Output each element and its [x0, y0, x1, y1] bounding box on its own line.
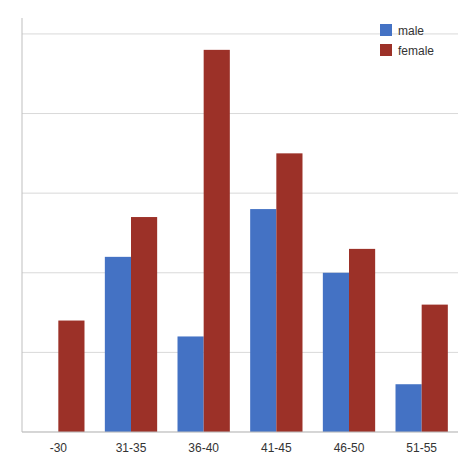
x-tick-label: 41-45	[261, 441, 292, 455]
legend-label: male	[398, 24, 424, 38]
grid-line	[22, 193, 458, 194]
bar	[323, 273, 349, 432]
x-tick-label: -30	[50, 441, 68, 455]
bar	[276, 153, 302, 432]
chart: -30 31-35 36-40 41-45 46-50 51-55 male female	[0, 0, 474, 474]
x-tick-label: 36-40	[188, 441, 219, 455]
bar	[250, 209, 276, 432]
chart-container: -30 31-35 36-40 41-45 46-50 51-55 male female	[0, 0, 474, 474]
bar	[422, 305, 448, 432]
bar	[58, 321, 84, 432]
y-axis-line	[22, 18, 23, 432]
grid-line	[22, 272, 458, 273]
x-axis-line	[22, 432, 458, 433]
bar	[105, 257, 131, 432]
bar	[131, 217, 157, 432]
bars	[58, 50, 447, 432]
grid-line	[22, 33, 458, 34]
x-tick-label: 51-55	[406, 441, 437, 455]
legend-label: female	[398, 44, 434, 58]
bar	[204, 50, 230, 432]
bar	[178, 336, 204, 432]
bar	[349, 249, 375, 432]
x-tick-label: 46-50	[334, 441, 365, 455]
legend-swatch	[380, 24, 392, 36]
grid	[22, 34, 458, 432]
x-tick-label: 31-35	[116, 441, 147, 455]
grid-line	[22, 432, 458, 433]
bar	[396, 384, 422, 432]
grid-line	[22, 113, 458, 114]
legend-swatch	[380, 44, 392, 56]
legend: male female	[380, 24, 434, 58]
grid-line	[22, 352, 458, 353]
